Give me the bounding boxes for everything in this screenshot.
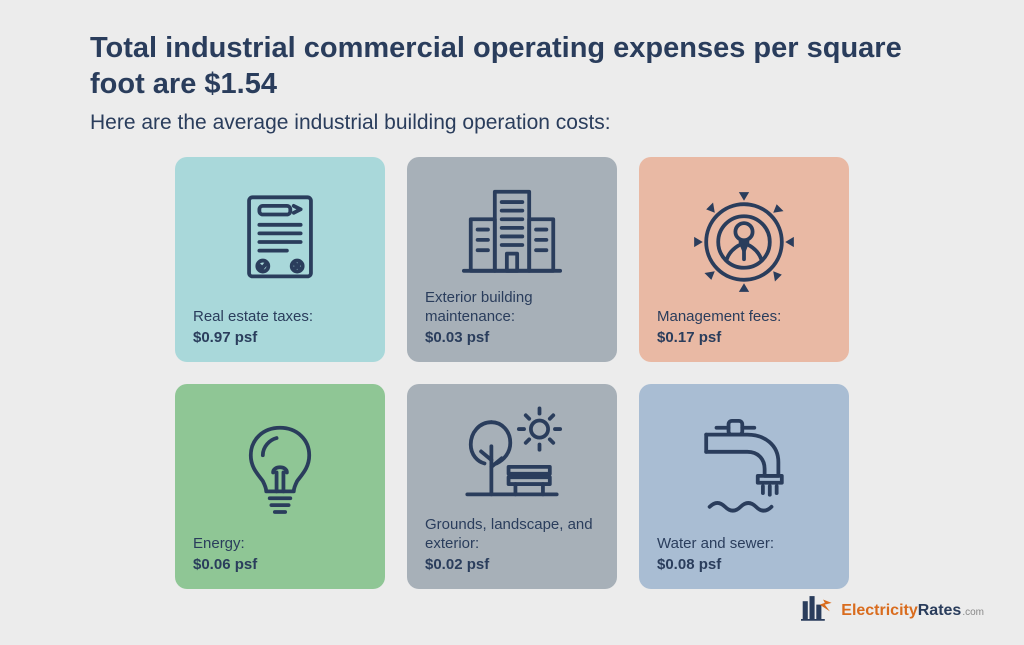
card-value: $0.06 psf [193,556,367,573]
card-management-fees: Management fees: $0.17 psf [639,157,849,362]
buildings-icon [425,177,599,290]
card-label: Exterior building maintenance: [425,289,599,327]
logo-icon [801,594,835,627]
brand-word-2: Rates [918,602,962,619]
cards-grid: Real estate taxes: $0.97 psf Exterior bu… [175,157,849,589]
title-amount: $1.54 [204,68,277,100]
brand-footer: ElectricityRates.com [801,594,984,627]
card-value: $0.02 psf [425,556,599,573]
card-value: $0.08 psf [657,556,831,573]
card-water-sewer: Water and sewer: $0.08 psf [639,384,849,589]
lightbulb-icon [193,404,367,535]
faucet-icon [657,404,831,535]
card-value: $0.97 psf [193,329,367,346]
card-label: Water and sewer: [657,535,831,554]
card-label: Real estate taxes: [193,308,367,327]
card-label: Energy: [193,535,367,554]
brand-word-1: Electricity [841,602,917,619]
card-real-estate-taxes: Real estate taxes: $0.97 psf [175,157,385,362]
card-exterior-maintenance: Exterior building maintenance: $0.03 psf [407,157,617,362]
card-value: $0.03 psf [425,329,599,346]
card-grounds-landscape: Grounds, landscape, and exterior: $0.02 … [407,384,617,589]
brand-word-3: .com [962,607,984,618]
card-label: Management fees: [657,308,831,327]
card-value: $0.17 psf [657,329,831,346]
card-label: Grounds, landscape, and exterior: [425,516,599,554]
landscape-icon [425,404,599,517]
subtitle: Here are the average industrial building… [90,111,934,135]
document-icon [193,177,367,308]
card-energy: Energy: $0.06 psf [175,384,385,589]
page-title: Total industrial commercial operating ex… [90,30,934,103]
gear-person-icon [657,177,831,308]
